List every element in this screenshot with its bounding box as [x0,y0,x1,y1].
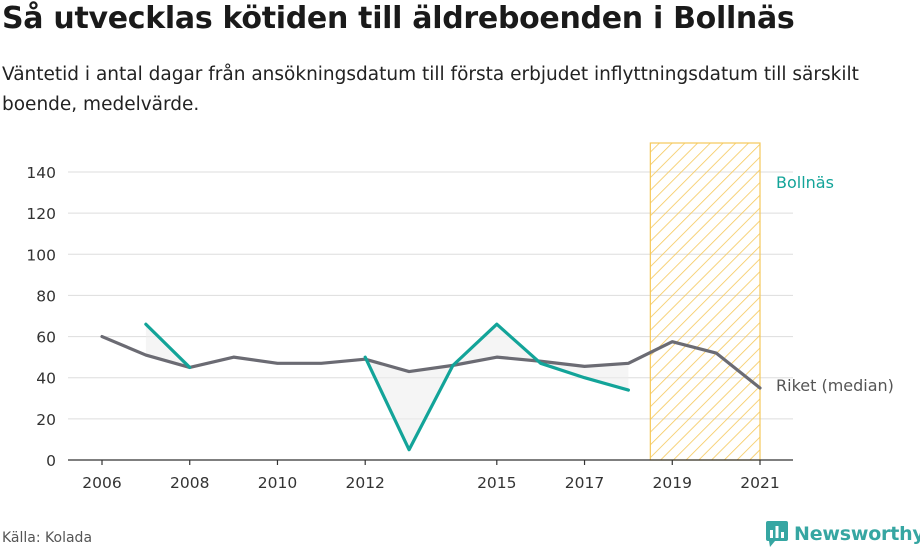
y-tick-label: 60 [36,329,56,347]
forecast-highlight [649,142,761,461]
x-tick-label: 2008 [170,474,209,492]
y-tick-label: 120 [26,205,56,223]
difference-shading [145,324,629,450]
source-note: Källa: Kolada [2,530,93,546]
series-label-riket: Riket (median) [776,376,894,395]
series-labels: Bollnäs Riket (median) [776,173,894,395]
chart-bars-icon [766,521,788,547]
x-tick-label: 2006 [82,474,121,492]
x-tick-label: 2012 [345,474,384,492]
x-tick-label: 2015 [477,474,516,492]
y-tick-label: 100 [26,246,56,264]
y-tick-label: 40 [36,370,56,388]
series-lines [100,322,762,452]
forecast-hatched-area [649,142,761,461]
x-tick-label: 2017 [565,474,604,492]
series-line-bollnas [144,322,192,370]
y-tick-label: 0 [46,452,56,470]
chart-subtitle: Väntetid i antal dagar från ansökningsda… [2,64,859,115]
brand-name: Newsworthy [794,523,920,545]
x-tick-label: 2021 [740,474,779,492]
y-tick-label: 80 [36,287,56,305]
axes: 0 20 40 60 80 100 120 140 2006 2008 2010 2012 2015 20… [26,164,793,492]
series-label-bollnas: Bollnäs [776,173,834,192]
x-tick-label: 2019 [653,474,692,492]
difference-area [365,324,629,450]
y-tick-label: 140 [26,164,56,182]
brand-logo: Newsworthy [766,521,920,547]
x-tick-label: 2010 [258,474,297,492]
series-line-riket [100,334,762,390]
chart-title: Så utvecklas kötiden till äldreboenden i… [2,1,795,36]
series-line-bollnas [363,322,631,452]
y-tick-label: 20 [36,411,56,429]
